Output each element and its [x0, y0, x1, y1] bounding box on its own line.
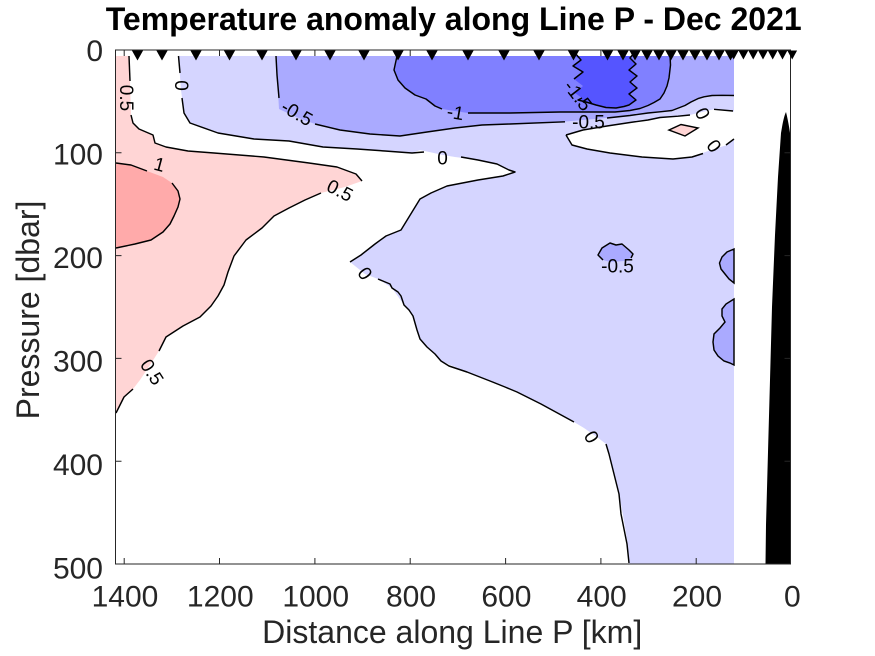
svg-text:0: 0: [784, 581, 801, 614]
svg-text:1000: 1000: [282, 581, 349, 614]
svg-text:200: 200: [53, 242, 103, 275]
svg-text:-0.5: -0.5: [601, 257, 634, 278]
svg-text:400: 400: [53, 449, 103, 482]
svg-text:Temperature anomaly along Line: Temperature anomaly along Line P - Dec 2…: [106, 1, 802, 37]
svg-text:500: 500: [53, 553, 103, 586]
svg-text:0: 0: [437, 149, 448, 170]
svg-text:600: 600: [481, 581, 531, 614]
svg-text:400: 400: [577, 581, 627, 614]
svg-text:-1: -1: [445, 102, 465, 126]
svg-text:0.5: 0.5: [115, 85, 136, 111]
svg-text:0: 0: [86, 35, 103, 68]
svg-text:1200: 1200: [187, 581, 254, 614]
svg-text:1: 1: [151, 154, 167, 177]
svg-text:-0.5: -0.5: [572, 113, 605, 134]
svg-text:1400: 1400: [92, 581, 159, 614]
svg-text:Pressure [dbar]: Pressure [dbar]: [10, 201, 46, 420]
svg-text:300: 300: [53, 346, 103, 379]
svg-text:800: 800: [386, 581, 436, 614]
svg-text:100: 100: [53, 139, 103, 172]
svg-text:Distance along Line P [km]: Distance along Line P [km]: [262, 614, 642, 650]
svg-text:0: 0: [170, 80, 191, 91]
svg-text:200: 200: [672, 581, 722, 614]
